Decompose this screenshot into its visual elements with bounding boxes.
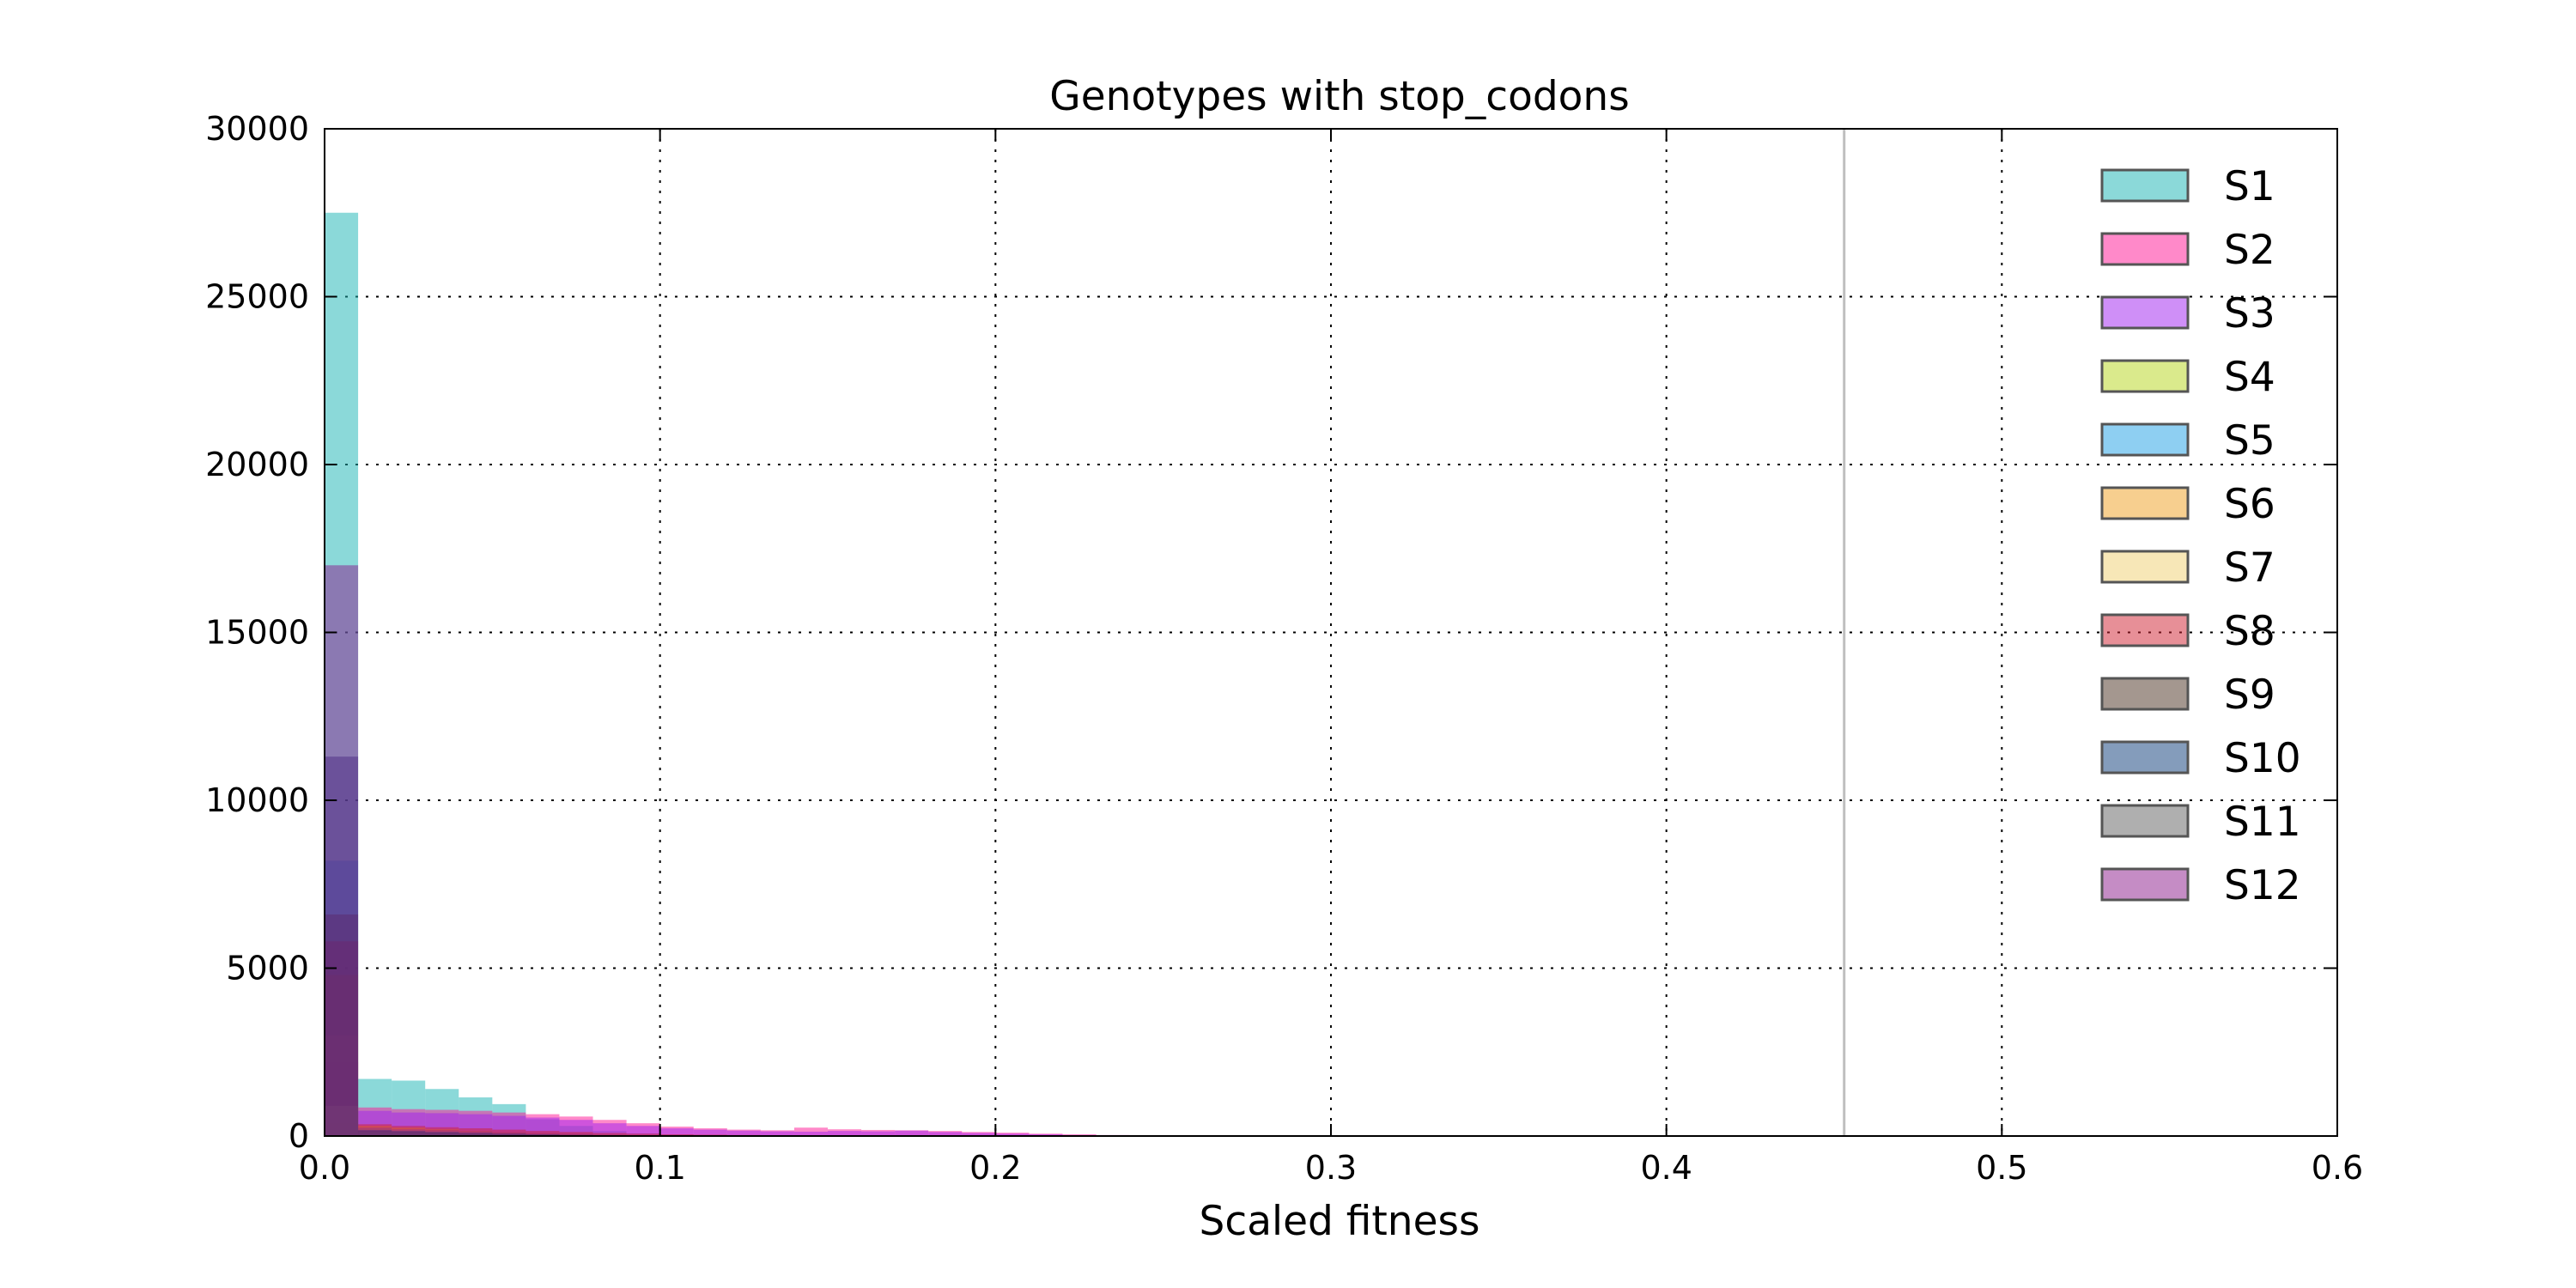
- chart-title: Genotypes with stop_codons: [1049, 73, 1629, 120]
- legend: S1 S2 S3 S4 S5 S6 S7 S8 S9 S10 S11 S12: [2100, 163, 2301, 909]
- bar-s3: [693, 1129, 727, 1136]
- y-tick-label: 10000: [205, 781, 309, 819]
- x-tick-label: 0.6: [2312, 1149, 2363, 1187]
- bar-s8: [626, 1133, 660, 1136]
- bar-s3: [793, 1131, 828, 1136]
- bar-s3: [726, 1130, 761, 1136]
- x-tick-label: 0.5: [1976, 1149, 2027, 1187]
- legend-label-s6: S6: [2224, 481, 2275, 528]
- bar-s3: [828, 1131, 862, 1136]
- x-axis-label: Scaled fitness: [1200, 1198, 1480, 1245]
- y-tick-label: 15000: [205, 614, 309, 652]
- legend-label-s12: S12: [2224, 862, 2301, 909]
- histogram-bars: [325, 212, 1163, 1136]
- x-tick-label: 0.2: [969, 1149, 1021, 1187]
- legend-label-s9: S9: [2224, 671, 2275, 719]
- bar-s12: [325, 565, 359, 1136]
- bar-s12: [392, 1129, 426, 1136]
- bar-s3: [928, 1132, 963, 1136]
- x-tick-label: 0.1: [634, 1149, 685, 1187]
- legend-swatch-s5: [2100, 422, 2190, 457]
- axis-ticks: [324, 128, 2338, 1137]
- legend-label-s10: S10: [2224, 735, 2301, 782]
- bar-s3: [659, 1128, 694, 1136]
- legend-label-s5: S5: [2224, 417, 2275, 465]
- bar-s8: [592, 1133, 627, 1136]
- y-tick-label: 0: [289, 1117, 309, 1155]
- legend-swatch-s10: [2100, 740, 2190, 775]
- x-tick-labels: 0.0 0.1 0.2 0.3 0.4 0.5 0.6: [299, 1149, 2363, 1187]
- legend-label-s3: S3: [2224, 290, 2275, 337]
- bar-s12: [358, 1127, 392, 1136]
- y-tick-label: 25000: [205, 278, 309, 316]
- bar-s12: [425, 1130, 459, 1136]
- legend-label-s4: S4: [2224, 354, 2275, 401]
- legend-swatch-s2: [2100, 232, 2190, 266]
- bar-s3: [626, 1126, 660, 1136]
- legend-label-s8: S8: [2224, 608, 2275, 655]
- legend-label-s1: S1: [2224, 163, 2275, 210]
- legend-label-s11: S11: [2224, 799, 2301, 846]
- y-tick-labels: 0 5000 10000 15000 20000 25000 30000: [205, 110, 309, 1155]
- x-tick-label: 0.4: [1640, 1149, 1692, 1187]
- legend-swatch-s1: [2100, 168, 2190, 203]
- bar-s12: [459, 1131, 493, 1136]
- legend-swatch-s6: [2100, 486, 2190, 520]
- y-tick-label: 30000: [205, 110, 309, 148]
- bar-s12: [526, 1133, 560, 1136]
- bar-s12: [492, 1132, 526, 1136]
- legend-label-s2: S2: [2224, 227, 2275, 274]
- legend-swatch-s9: [2100, 677, 2190, 711]
- legend-swatch-s8: [2100, 613, 2190, 647]
- bar-s3: [995, 1133, 1030, 1136]
- bar-s3: [895, 1130, 929, 1136]
- legend-swatch-s3: [2100, 295, 2190, 330]
- x-tick-label: 0.0: [299, 1149, 350, 1187]
- bar-s3: [760, 1131, 794, 1136]
- legend-swatch-s12: [2100, 867, 2190, 902]
- y-tick-label: 5000: [226, 950, 309, 987]
- legend-swatch-s11: [2100, 804, 2190, 838]
- bar-s12: [559, 1133, 593, 1136]
- legend-swatch-s7: [2100, 550, 2190, 584]
- legend-label-s7: S7: [2224, 544, 2275, 592]
- y-tick-label: 20000: [205, 446, 309, 483]
- bar-s3: [592, 1123, 627, 1136]
- bar-s3: [861, 1131, 896, 1136]
- bar-s3: [962, 1133, 996, 1136]
- x-tick-label: 0.3: [1305, 1149, 1357, 1187]
- legend-swatch-s4: [2100, 359, 2190, 393]
